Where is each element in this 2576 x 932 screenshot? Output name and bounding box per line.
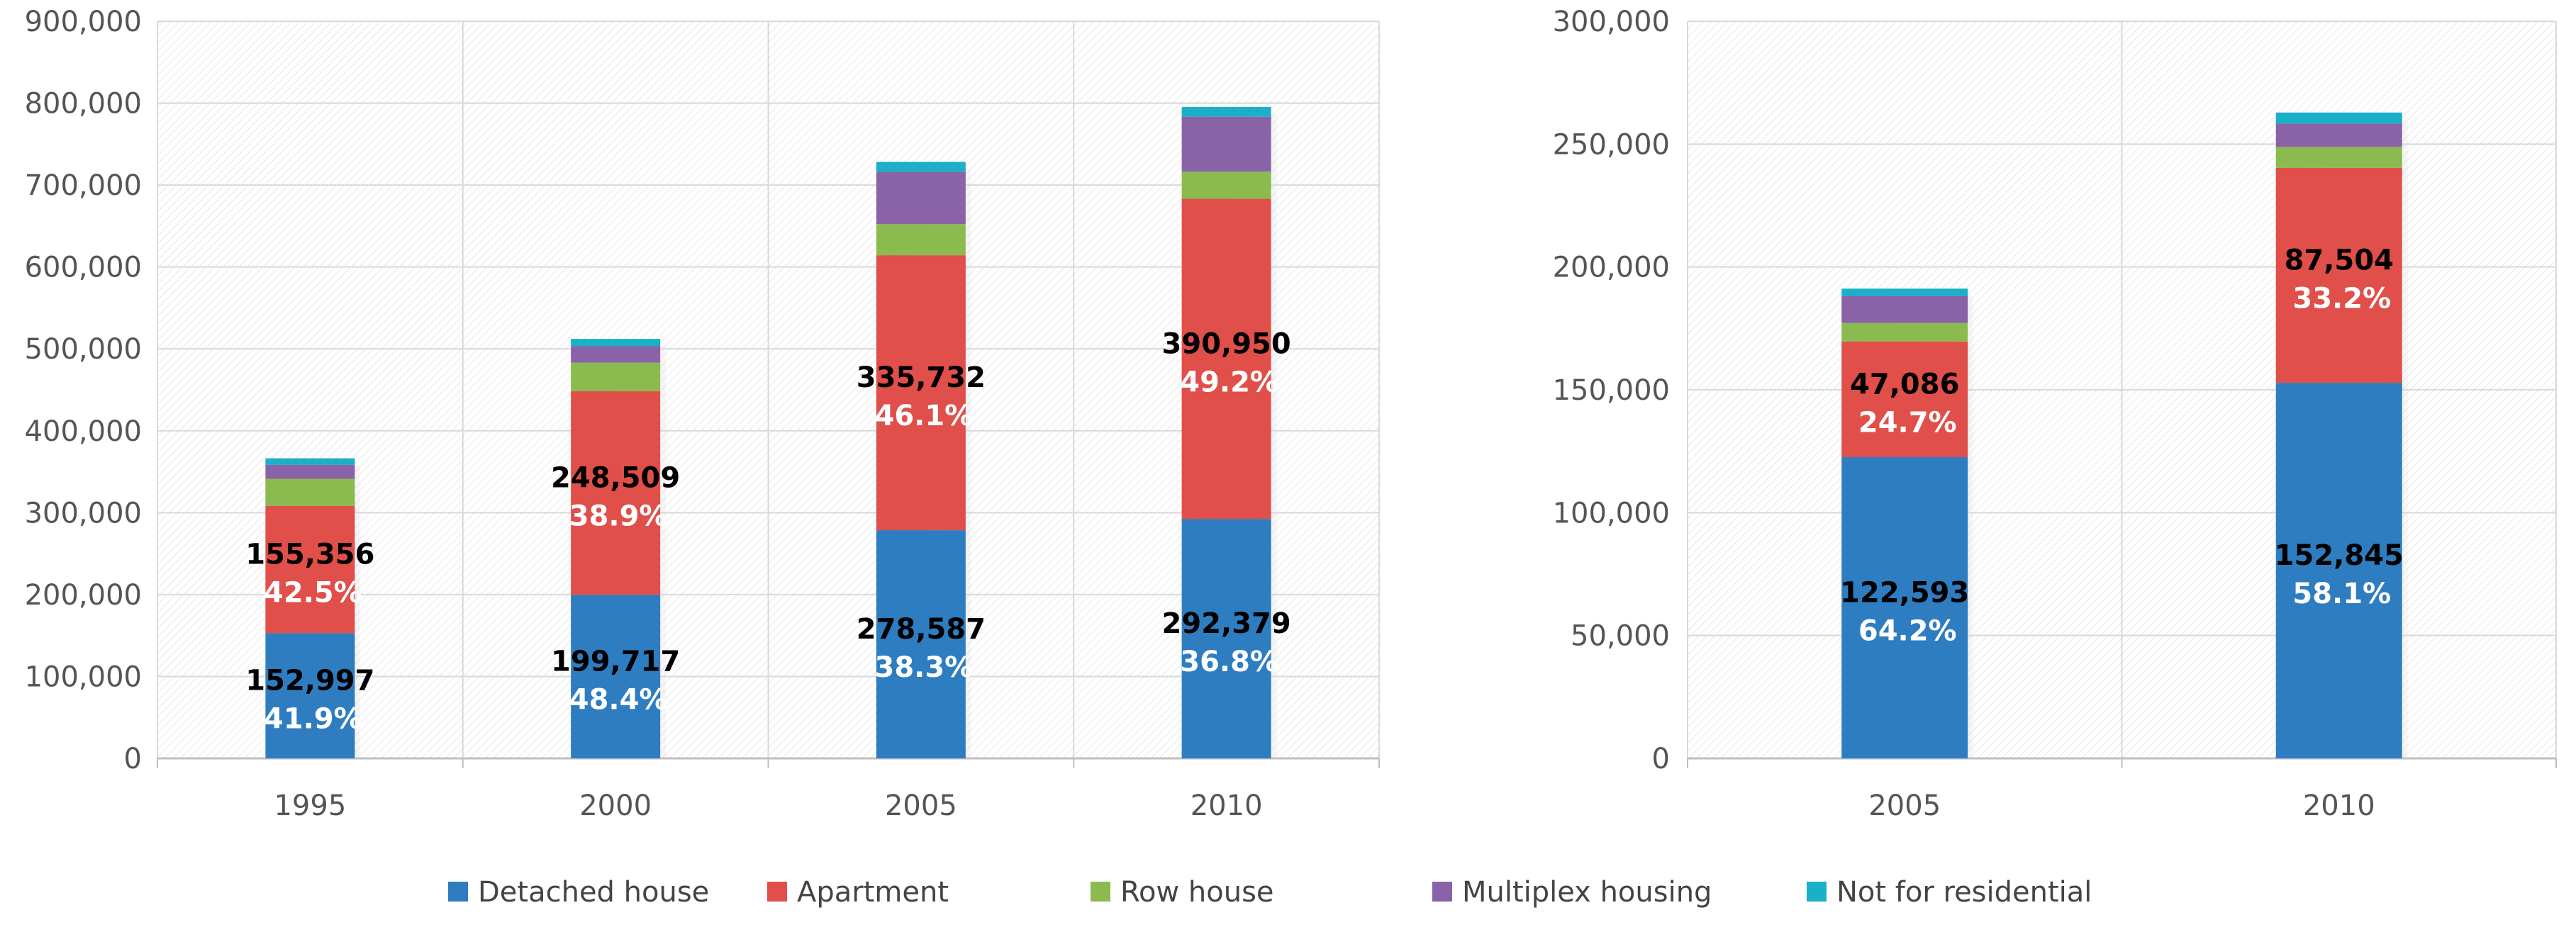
x-tick-label: 2010 bbox=[2303, 790, 2375, 822]
x-tick-label: 2000 bbox=[579, 790, 652, 822]
legend-swatch-row-house bbox=[1091, 882, 1110, 902]
y-tick-label: 200,000 bbox=[25, 579, 142, 612]
y-tick-label: 500,000 bbox=[25, 333, 142, 366]
legend-label-row-house: Row house bbox=[1120, 876, 1274, 909]
data-label-value: 152,845 bbox=[2275, 539, 2404, 572]
legend-swatch-apartment bbox=[767, 882, 787, 902]
bar-multiplex-housing-2005 bbox=[876, 172, 966, 225]
y-tick-label: 400,000 bbox=[25, 415, 142, 448]
data-label-percent: 38.3% bbox=[874, 651, 973, 684]
data-label-value: 199,717 bbox=[551, 646, 680, 678]
data-label-value: 292,379 bbox=[1162, 607, 1291, 640]
y-tick-label: 100,000 bbox=[25, 661, 142, 693]
bar-multiplex-housing-2010 bbox=[1181, 116, 1271, 172]
bar-apartment-2005 bbox=[1841, 341, 1968, 458]
right-chart: 0 50,000 100,000 150,000 200,000 250,000 300,0… bbox=[1553, 6, 2557, 822]
y-tick-label: 0 bbox=[1652, 743, 1670, 775]
data-label-value: 152,997 bbox=[245, 665, 374, 697]
legend-label-detached-house: Detached house bbox=[478, 876, 709, 909]
data-label-value: 87,504 bbox=[2285, 244, 2394, 276]
left-chart: 0 100,000 200,000 300,000 400,000 500,000 600,… bbox=[25, 6, 1380, 822]
y-tick-label: 0 bbox=[124, 743, 142, 775]
y-tick-label: 250,000 bbox=[1553, 128, 1670, 161]
bar-multiplex-housing-2010 bbox=[2275, 123, 2402, 147]
bar-apartment-2005 bbox=[876, 255, 966, 531]
legend-swatch-multiplex-housing bbox=[1432, 882, 1452, 902]
legend-swatch-detached-house bbox=[448, 882, 468, 902]
bar-row-house-1995 bbox=[265, 478, 355, 506]
legend: Detached house Apartment Row house Multiple… bbox=[448, 876, 2092, 909]
data-label-value: 335,732 bbox=[857, 361, 986, 394]
data-label-value: 47,086 bbox=[1850, 368, 1959, 400]
data-label-percent: 36.8% bbox=[1180, 646, 1278, 678]
bar-multiplex-housing-2000 bbox=[571, 346, 661, 363]
bar-detached-house-2010 bbox=[1181, 519, 1271, 758]
y-tick-label: 300,000 bbox=[25, 497, 142, 529]
legend-label-apartment: Apartment bbox=[797, 876, 949, 909]
data-label-percent: 49.2% bbox=[1180, 366, 1278, 398]
bar-row-house-2005 bbox=[1841, 322, 1968, 342]
y-tick-label: 100,000 bbox=[1553, 497, 1670, 529]
data-label-percent: 46.1% bbox=[874, 400, 973, 432]
bar-apartment-2010 bbox=[1181, 198, 1271, 520]
bar-not-for-residential-2000 bbox=[571, 339, 661, 347]
y-tick-label: 50,000 bbox=[1571, 620, 1670, 653]
x-tick-label: 2005 bbox=[885, 790, 957, 822]
y-tick-label: 700,000 bbox=[25, 169, 142, 202]
data-label-percent: 64.2% bbox=[1858, 615, 1957, 648]
bar-not-for-residential-2005 bbox=[1841, 288, 1968, 296]
data-label-percent: 38.9% bbox=[569, 500, 668, 533]
bar-multiplex-housing-1995 bbox=[265, 464, 355, 479]
x-tick-label: 1995 bbox=[274, 790, 346, 822]
bar-not-for-residential-2005 bbox=[876, 162, 966, 172]
y-tick-label: 300,000 bbox=[1553, 6, 1670, 38]
bar-not-for-residential-2010 bbox=[2275, 112, 2402, 124]
data-label-value: 248,509 bbox=[551, 462, 680, 495]
y-tick-label: 600,000 bbox=[25, 252, 142, 284]
x-tick-label: 2005 bbox=[1868, 790, 1941, 822]
data-label-percent: 24.7% bbox=[1858, 406, 1957, 439]
bar-detached-house-1995 bbox=[265, 633, 355, 758]
x-tick-label: 2010 bbox=[1191, 790, 1263, 822]
bar-detached-house-2010 bbox=[2275, 383, 2402, 758]
bar-apartment-2010 bbox=[2275, 167, 2402, 383]
y-tick-label: 150,000 bbox=[1553, 374, 1670, 407]
data-label-percent: 48.4% bbox=[569, 684, 668, 717]
data-label-percent: 41.9% bbox=[264, 703, 362, 736]
legend-label-not-for-residential: Not for residential bbox=[1836, 876, 2092, 909]
bar-detached-house-2005 bbox=[1841, 457, 1968, 758]
bar-multiplex-housing-2005 bbox=[1841, 296, 1968, 323]
bar-row-house-2005 bbox=[876, 224, 966, 256]
data-label-value: 122,593 bbox=[1840, 577, 1969, 610]
data-label-value: 390,950 bbox=[1162, 327, 1291, 360]
data-label-percent: 58.1% bbox=[2292, 578, 2391, 610]
bar-apartment-1995 bbox=[265, 505, 355, 634]
y-tick-label: 900,000 bbox=[25, 6, 142, 38]
bar-row-house-2010 bbox=[2275, 147, 2402, 168]
data-label-percent: 42.5% bbox=[264, 576, 362, 609]
bar-row-house-2000 bbox=[571, 362, 661, 392]
bar-detached-house-2005 bbox=[876, 530, 966, 758]
bar-row-house-2010 bbox=[1181, 172, 1271, 199]
legend-swatch-not-for-residential bbox=[1807, 882, 1827, 902]
bar-apartment-2000 bbox=[571, 391, 661, 595]
data-label-percent: 33.2% bbox=[2292, 282, 2391, 315]
bar-detached-house-2000 bbox=[571, 595, 661, 758]
bar-not-for-residential-2010 bbox=[1181, 106, 1271, 117]
bar-not-for-residential-1995 bbox=[265, 458, 355, 465]
legend-label-multiplex-housing: Multiplex housing bbox=[1462, 876, 1712, 909]
data-label-value: 278,587 bbox=[857, 613, 986, 646]
y-tick-label: 200,000 bbox=[1553, 252, 1670, 284]
data-label-value: 155,356 bbox=[245, 538, 374, 571]
y-tick-label: 800,000 bbox=[25, 88, 142, 120]
